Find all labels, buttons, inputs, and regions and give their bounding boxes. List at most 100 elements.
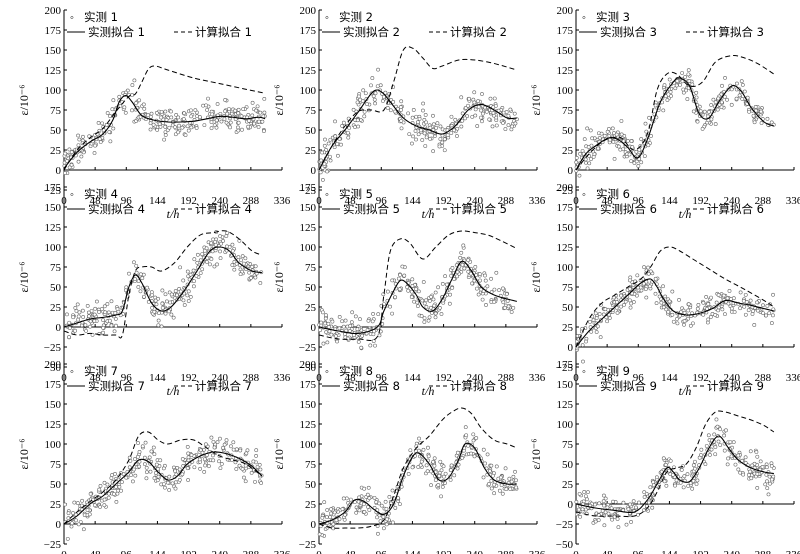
y-tick-label: 0 <box>56 519 62 531</box>
measured-point <box>423 113 428 117</box>
measured-point <box>105 111 110 115</box>
measured-point <box>102 304 107 309</box>
measured-point <box>670 289 675 294</box>
measured-point <box>712 432 717 437</box>
measured-point <box>740 82 745 87</box>
y-tick-label: 175 <box>300 182 317 194</box>
measured-point <box>69 162 74 167</box>
measured-point <box>154 462 159 467</box>
measured-point <box>727 289 732 293</box>
measured-point <box>713 100 718 105</box>
measured-point <box>709 117 714 122</box>
measured-point <box>643 287 648 291</box>
measured-point <box>78 520 83 524</box>
measured-point <box>390 278 395 283</box>
legend-label-measured-fit: 实测拟合 5 <box>343 202 400 216</box>
y-tick-label: −25 <box>299 539 317 551</box>
measured-point <box>219 119 224 124</box>
measured-point <box>142 455 147 460</box>
measured-point <box>140 444 145 449</box>
measured-point <box>428 136 432 141</box>
y-tick-label: 150 <box>557 222 574 234</box>
legend-label-calc-fit: 计算拟合 7 <box>195 379 252 393</box>
measured-point <box>106 495 111 500</box>
measured-point <box>146 113 150 118</box>
measured-point <box>755 472 760 476</box>
measured-point <box>646 500 651 505</box>
measured-point <box>646 143 651 148</box>
measured-point <box>683 75 688 79</box>
measured-point <box>65 536 70 541</box>
measured-point <box>471 438 476 443</box>
measured-point <box>149 449 154 454</box>
measured-point <box>577 491 582 496</box>
measured-point <box>189 125 194 130</box>
measured-point <box>650 505 655 510</box>
measured-point <box>716 293 721 297</box>
measured-point <box>511 474 516 479</box>
measured-scatter <box>63 435 264 541</box>
measured-point <box>112 492 116 496</box>
measured-point <box>509 310 514 314</box>
measured-point <box>327 329 332 334</box>
measured-point <box>222 442 227 447</box>
legend-label-calc-fit: 计算拟合 8 <box>450 379 507 393</box>
y-tick-label: 150 <box>45 399 62 411</box>
measured-point <box>484 109 489 114</box>
measured-point <box>261 129 266 133</box>
measured-point <box>238 448 243 453</box>
measured-point <box>409 295 414 299</box>
x-tick-label: 192 <box>435 372 452 384</box>
measured-point <box>74 518 78 523</box>
measured-point <box>706 302 711 306</box>
measured-point <box>258 281 263 285</box>
measured-point <box>63 502 67 507</box>
y-tick-label: 175 <box>300 25 317 37</box>
legend-label-measured: 实测 2 <box>339 10 373 24</box>
y-axis-title: ε/10⁻⁶ <box>272 262 286 293</box>
measured-point <box>331 522 336 527</box>
measured-point <box>112 329 117 334</box>
y-tick-label: 0 <box>311 165 317 177</box>
legend-marker-measured: ◦ <box>325 12 329 24</box>
y-tick-label: 75 <box>562 282 574 294</box>
y-tick-label: 100 <box>300 242 317 254</box>
measured-point <box>476 99 481 104</box>
measured-point <box>416 132 421 137</box>
measured-point <box>360 333 365 338</box>
y-tick-label: 175 <box>557 25 574 37</box>
measured-point <box>373 101 377 106</box>
measured-point <box>473 107 478 112</box>
measured-point <box>406 288 411 293</box>
measured-point <box>616 144 621 149</box>
measured-point <box>186 289 191 294</box>
measured-point <box>614 132 619 137</box>
measured-point <box>337 326 342 331</box>
x-tick-label: 336 <box>529 372 546 384</box>
measured-point <box>470 114 475 119</box>
legend-marker-measured: ◦ <box>70 12 74 24</box>
measured-point <box>585 497 589 502</box>
measured-point <box>722 433 727 438</box>
measured-point <box>218 466 223 470</box>
measured-point <box>181 298 186 303</box>
measured-point <box>688 481 693 486</box>
measured-point <box>422 131 427 136</box>
measured-point <box>227 107 231 111</box>
measured-point <box>317 532 322 537</box>
measured-point <box>212 445 217 450</box>
measured-point <box>347 126 352 130</box>
y-tick-label: 100 <box>300 439 317 451</box>
measured-point <box>681 485 686 490</box>
y-tick-label: 200 <box>45 5 62 17</box>
measured-point <box>420 298 425 303</box>
measured-point <box>502 305 507 310</box>
x-tick-label: 48 <box>345 372 357 384</box>
measured-point <box>708 453 712 457</box>
y-tick-label: 0 <box>311 519 317 531</box>
measured-point <box>769 321 774 325</box>
measured-point <box>164 299 169 304</box>
measured-point <box>71 315 76 320</box>
x-tick-label: 0 <box>573 549 579 554</box>
measured-point <box>362 114 367 119</box>
